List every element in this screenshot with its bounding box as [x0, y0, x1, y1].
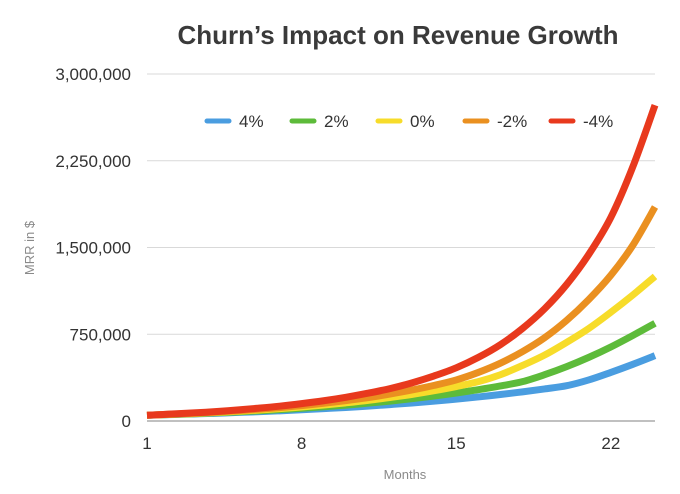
legend-item: -4% [548, 112, 613, 131]
legend: 4% 2% 0% -2% -4% [204, 112, 613, 131]
series-line-neg4pct [146, 104, 659, 419]
y-tick-label: 1,500,000 [55, 239, 131, 258]
legend-label: -4% [583, 112, 613, 131]
legend-label: -2% [497, 112, 527, 131]
x-axis-label: Months [384, 467, 427, 482]
legend-label: 0% [410, 112, 435, 131]
x-axis-ticks: 1 8 15 22 [142, 434, 620, 453]
x-tick-label: 8 [297, 434, 306, 453]
legend-label: 2% [324, 112, 349, 131]
y-tick-label: 0 [122, 412, 131, 431]
y-tick-label: 2,250,000 [55, 152, 131, 171]
legend-item: 4% [204, 112, 264, 131]
series-lines [146, 104, 659, 419]
x-tick-label: 1 [142, 434, 151, 453]
x-tick-label: 15 [447, 434, 466, 453]
y-axis-ticks: 0 750,000 1,500,000 2,250,000 3,000,000 [55, 65, 131, 431]
x-tick-label: 22 [601, 434, 620, 453]
chart-title: Churn’s Impact on Revenue Growth [177, 20, 618, 50]
gridlines [147, 73, 655, 422]
legend-item: -2% [462, 112, 527, 131]
y-tick-label: 3,000,000 [55, 65, 131, 84]
y-tick-label: 750,000 [70, 325, 131, 344]
legend-item: 2% [289, 112, 349, 131]
legend-item: 0% [375, 112, 435, 131]
y-axis-label: MRR in $ [22, 220, 37, 275]
legend-label: 4% [239, 112, 264, 131]
